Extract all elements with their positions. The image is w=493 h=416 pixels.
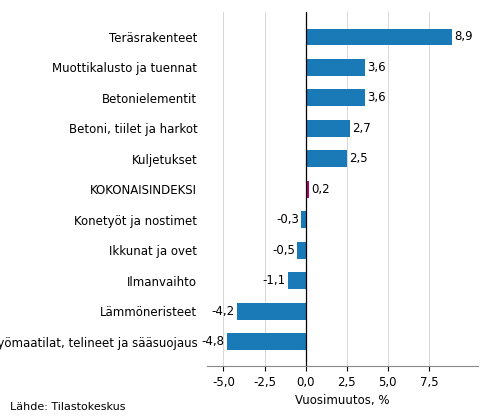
Bar — [306, 89, 365, 106]
Text: Lähde: Tilastokeskus: Lähde: Tilastokeskus — [10, 402, 125, 412]
Text: 2,5: 2,5 — [349, 152, 367, 165]
Bar — [306, 181, 309, 198]
Bar — [227, 333, 306, 350]
Text: 8,9: 8,9 — [454, 30, 472, 43]
Bar — [237, 303, 306, 319]
Text: -4,2: -4,2 — [211, 305, 235, 318]
Bar — [287, 272, 306, 289]
Bar — [306, 120, 350, 137]
Text: -0,3: -0,3 — [276, 213, 299, 226]
Text: -1,1: -1,1 — [262, 274, 285, 287]
Text: 0,2: 0,2 — [311, 183, 329, 196]
Bar — [306, 151, 347, 167]
Bar — [297, 242, 306, 259]
Bar — [306, 29, 452, 45]
Text: -4,8: -4,8 — [202, 335, 225, 348]
Bar — [306, 59, 365, 76]
Text: 3,6: 3,6 — [367, 92, 386, 104]
Text: 2,7: 2,7 — [352, 122, 371, 135]
Text: 3,6: 3,6 — [367, 61, 386, 74]
X-axis label: Vuosimuutos, %: Vuosimuutos, % — [295, 394, 390, 407]
Bar — [301, 211, 306, 228]
Text: -0,5: -0,5 — [273, 244, 295, 257]
